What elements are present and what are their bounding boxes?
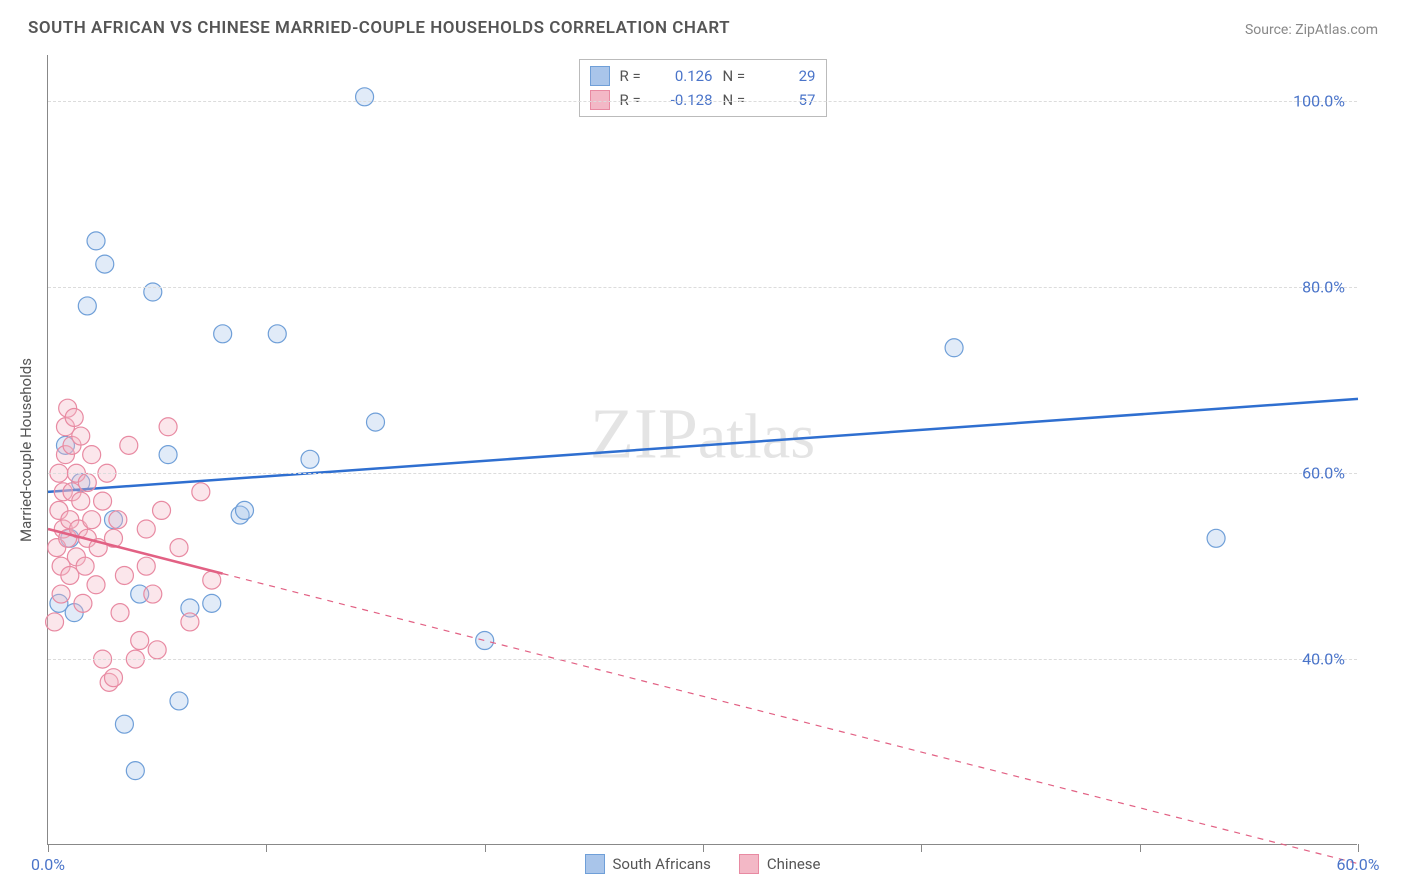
chart-title: SOUTH AFRICAN VS CHINESE MARRIED-COUPLE … — [28, 18, 730, 38]
y-axis-label: Married-couple Households — [17, 358, 35, 542]
series-legend: South Africans Chinese — [585, 854, 821, 874]
data-point — [181, 613, 199, 631]
data-point — [148, 641, 166, 659]
x-tick — [48, 844, 49, 852]
swatch-chinese-bottom — [739, 854, 759, 874]
data-point — [83, 511, 101, 529]
data-point — [78, 474, 96, 492]
y-tick-label: 40.0% — [1302, 650, 1345, 669]
data-point — [945, 339, 963, 357]
source-link[interactable]: ZipAtlas.com — [1295, 22, 1378, 38]
data-point — [268, 325, 286, 343]
data-point — [115, 715, 133, 733]
gridline — [48, 659, 1357, 660]
x-tick — [921, 844, 922, 852]
data-point — [126, 762, 144, 780]
chart-plot-area: Married-couple Households ZIPatlas R = 0… — [47, 55, 1357, 845]
gridline — [48, 473, 1357, 474]
data-point — [144, 283, 162, 301]
x-tick — [485, 844, 486, 852]
legend-item-south-africans: South Africans — [585, 854, 711, 874]
x-tick — [1140, 844, 1141, 852]
data-point — [153, 501, 171, 519]
x-tick — [1358, 844, 1359, 852]
data-point — [203, 571, 221, 589]
data-point — [72, 427, 90, 445]
data-point — [367, 413, 385, 431]
data-point — [96, 255, 114, 273]
data-point — [87, 232, 105, 250]
data-point — [476, 632, 494, 650]
data-point — [214, 325, 232, 343]
data-point — [1207, 529, 1225, 547]
x-tick — [703, 844, 704, 852]
data-point — [236, 501, 254, 519]
gridline — [48, 101, 1357, 102]
data-point — [87, 576, 105, 594]
x-tick-label: 0.0% — [31, 855, 65, 874]
data-point — [72, 492, 90, 510]
data-point — [111, 604, 129, 622]
trend-line-dashed — [223, 574, 1358, 864]
data-point — [94, 492, 112, 510]
data-point — [170, 539, 188, 557]
data-point — [356, 88, 374, 106]
chart-header: SOUTH AFRICAN VS CHINESE MARRIED-COUPLE … — [0, 0, 1406, 48]
swatch-south-africans-bottom — [585, 854, 605, 874]
data-point — [159, 418, 177, 436]
data-point — [83, 446, 101, 464]
data-point — [170, 692, 188, 710]
data-point — [131, 632, 149, 650]
data-point — [105, 669, 123, 687]
data-point — [46, 613, 64, 631]
data-point — [137, 520, 155, 538]
data-point — [144, 585, 162, 603]
data-point — [159, 446, 177, 464]
data-point — [192, 483, 210, 501]
y-tick-label: 60.0% — [1302, 464, 1345, 483]
data-point — [120, 436, 138, 454]
data-point — [78, 297, 96, 315]
data-point — [137, 557, 155, 575]
data-point — [301, 450, 319, 468]
y-tick-label: 80.0% — [1302, 278, 1345, 297]
data-point — [65, 408, 83, 426]
data-point — [115, 566, 133, 584]
y-tick-label: 100.0% — [1293, 92, 1345, 111]
data-point — [203, 594, 221, 612]
data-point — [52, 585, 70, 603]
data-point — [109, 511, 127, 529]
data-point — [76, 557, 94, 575]
legend-item-chinese: Chinese — [739, 854, 821, 874]
x-tick-label: 60.0% — [1337, 855, 1380, 874]
gridline — [48, 287, 1357, 288]
scatter-svg — [48, 55, 1357, 844]
trend-line-solid — [48, 399, 1358, 492]
source-credit: Source: ZipAtlas.com — [1245, 22, 1378, 38]
data-point — [74, 594, 92, 612]
x-tick — [266, 844, 267, 852]
